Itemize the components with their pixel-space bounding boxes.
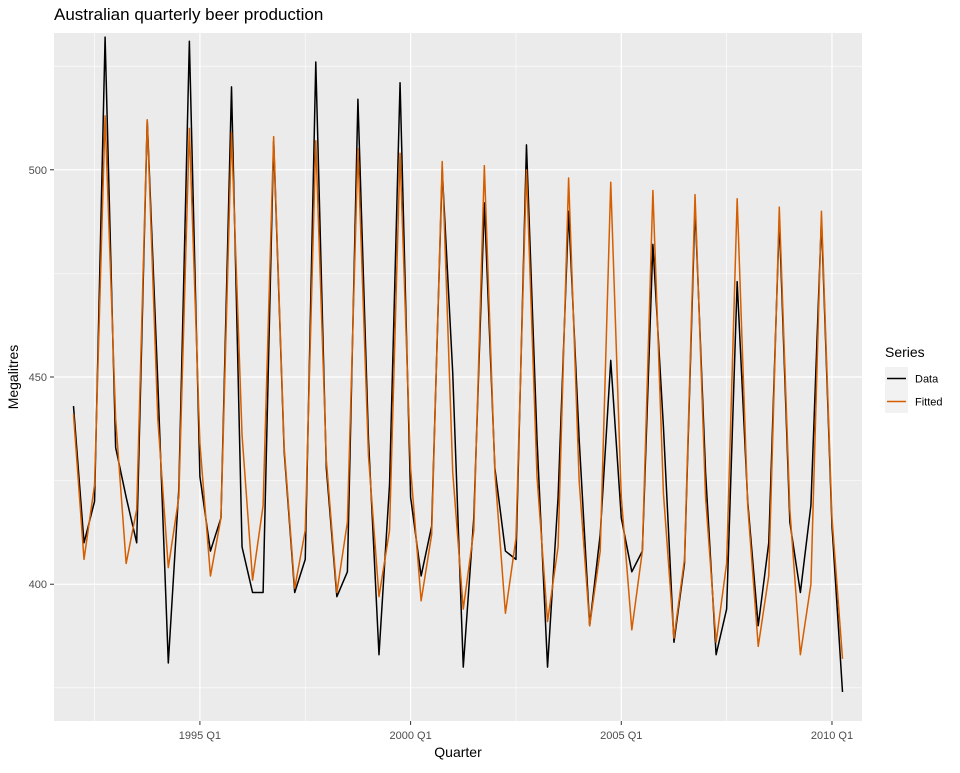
y-tick-label: 450 [29,372,47,384]
x-tick-label: 2010 Q1 [811,730,853,742]
y-axis: 400 450 500 [29,165,54,591]
grid-major [54,33,862,721]
series-line-fitted [72,115,844,659]
y-tick-label: 500 [29,165,47,177]
series-layer [72,36,844,693]
legend: Series Data Fitted [885,344,943,413]
x-tick-label: 2000 Q1 [389,730,431,742]
x-tick-label: 2005 Q1 [600,730,642,742]
legend-title: Series [885,344,925,360]
legend-label-data: Data [915,374,939,386]
x-tick-label: 1995 Q1 [179,730,221,742]
x-axis: 1995 Q1 2000 Q1 2005 Q1 2010 Q1 [179,721,853,742]
y-axis-label: Megalitres [5,345,21,410]
legend-label-fitted: Fitted [915,397,943,409]
x-axis-label: Quarter [434,744,482,760]
chart-title: Australian quarterly beer production [54,5,323,24]
y-tick-label: 400 [29,579,47,591]
